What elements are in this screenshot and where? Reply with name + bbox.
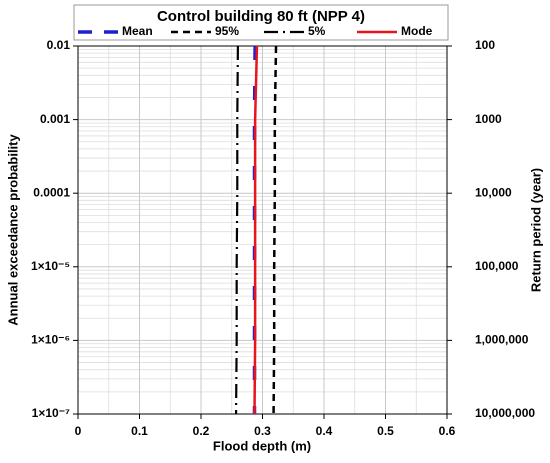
legend-label: 95% bbox=[215, 24, 239, 38]
y2-axis-label: Return period (year) bbox=[528, 168, 543, 292]
y-tick-label: 0.01 bbox=[47, 38, 71, 52]
x-tick-label: 0.4 bbox=[316, 424, 333, 438]
legend-box bbox=[73, 4, 449, 41]
series-line bbox=[272, 45, 278, 415]
y2-tick-label: 10,000,000 bbox=[475, 406, 535, 420]
y-tick-label: 1×10⁻⁷ bbox=[32, 406, 70, 420]
y-tick-label: 1×10⁻⁶ bbox=[31, 333, 70, 347]
x-axis-label: Flood depth (m) bbox=[213, 438, 311, 453]
series-line bbox=[253, 45, 259, 415]
y2-tick-label: 1000 bbox=[475, 112, 502, 126]
chart-title: Control building 80 ft (NPP 4) bbox=[157, 8, 365, 25]
y-axis-label: Annual exceedance probability bbox=[5, 134, 20, 326]
plot-frame bbox=[77, 45, 448, 415]
series-line bbox=[234, 45, 239, 415]
legend-label: Mean bbox=[122, 24, 153, 38]
x-tick-label: 0.6 bbox=[439, 424, 456, 438]
y2-tick-label: 10,000 bbox=[475, 185, 512, 199]
y-tick-label: 1×10⁻⁵ bbox=[31, 259, 70, 273]
x-tick-label: 0 bbox=[75, 424, 82, 438]
x-tick-label: 0.5 bbox=[377, 424, 394, 438]
y2-tick-label: 100,000 bbox=[475, 259, 519, 273]
legend-label: Mode bbox=[401, 24, 433, 38]
x-tick-label: 0.1 bbox=[131, 424, 148, 438]
x-tick-label: 0.2 bbox=[193, 424, 210, 438]
y2-tick-label: 1,000,000 bbox=[475, 333, 529, 347]
y2-tick-label: 100 bbox=[475, 38, 495, 52]
y-tick-label: 0.0001 bbox=[33, 185, 70, 199]
x-tick-label: 0.3 bbox=[254, 424, 271, 438]
y-tick-label: 0.001 bbox=[40, 112, 70, 126]
legend-label: 5% bbox=[308, 24, 326, 38]
